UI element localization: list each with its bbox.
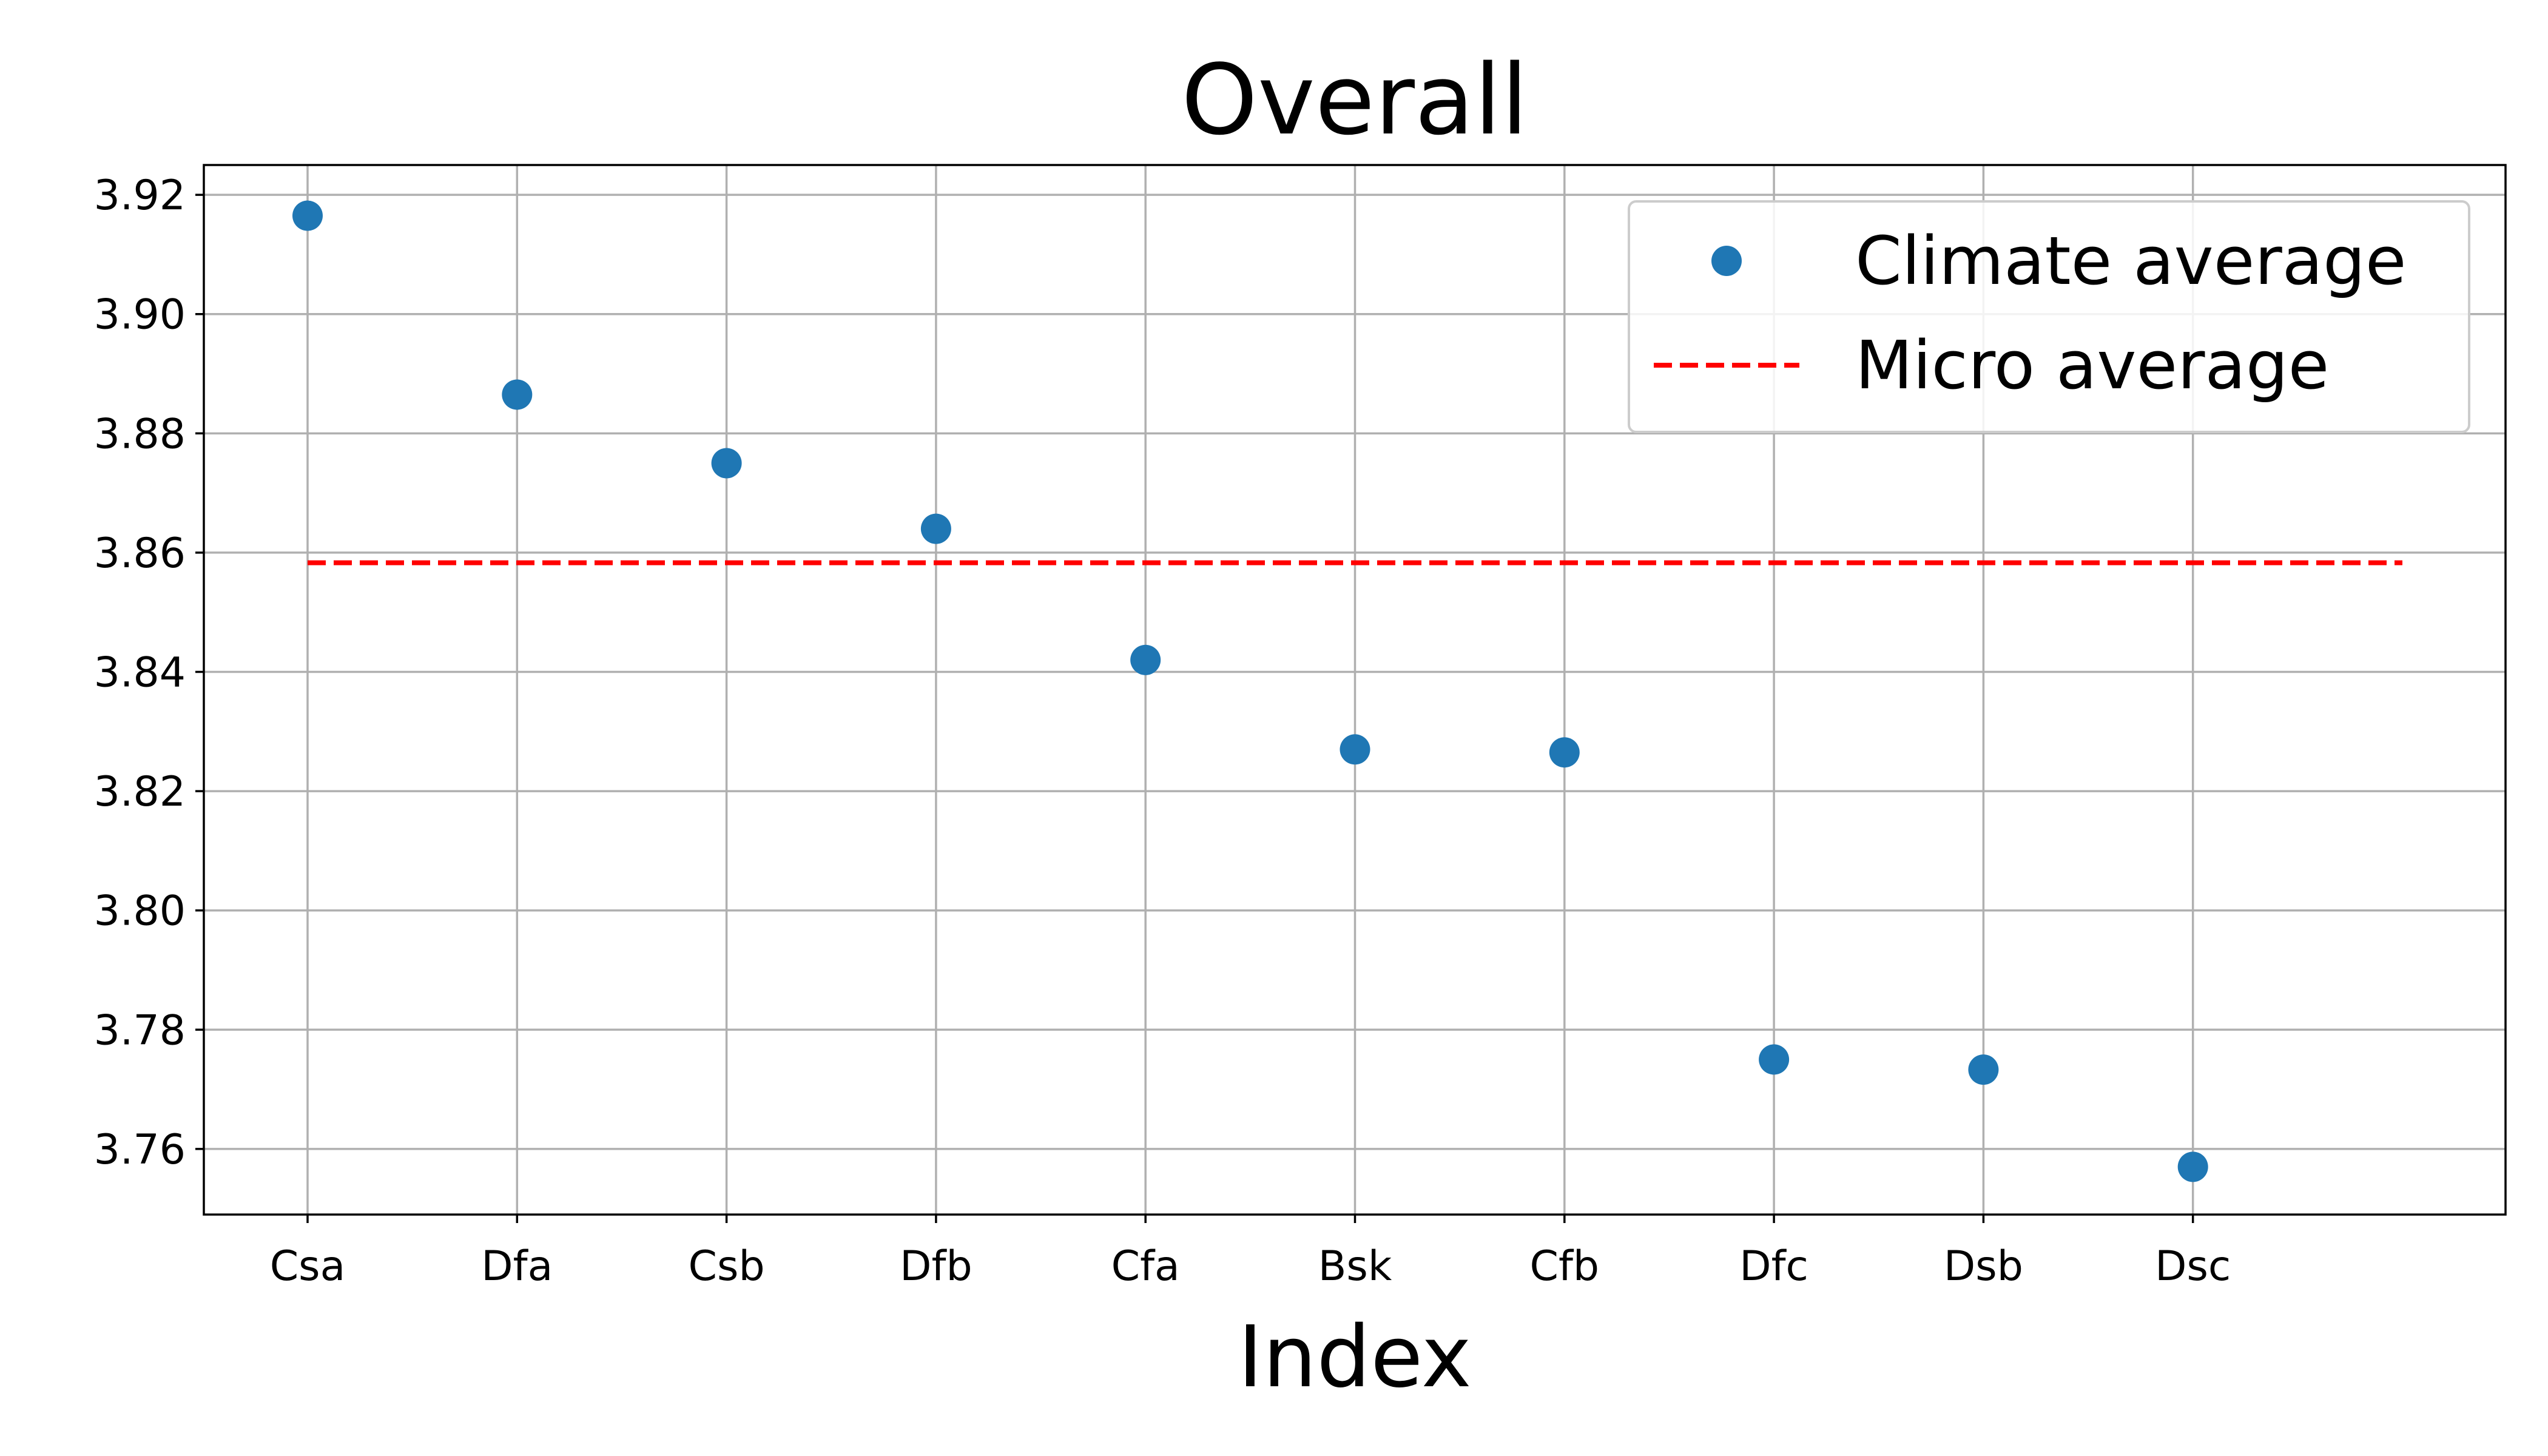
climate-average-point xyxy=(1130,644,1161,675)
climate-average-point xyxy=(920,513,951,544)
x-tick-label: Cfb xyxy=(1530,1242,1600,1290)
x-tick-label: Dfc xyxy=(1739,1242,1808,1290)
x-tick-label: Dsb xyxy=(1944,1242,2023,1290)
climate-average-point xyxy=(292,200,323,231)
climate-average-point xyxy=(711,448,742,479)
climate-average-point xyxy=(1759,1044,1790,1075)
plot-series xyxy=(292,200,2402,1182)
axis-ticks: Csa Dfa Csb Dfb Cfa Bsk Cfb Dfc Dsb Dsc 3.76 3.78 3.… xyxy=(94,172,2231,1290)
y-tick-label: 3.92 xyxy=(94,172,186,220)
legend-label-climate-average: Climate average xyxy=(1855,222,2407,300)
x-tick-label: Bsk xyxy=(1318,1242,1392,1290)
y-tick-label: 3.80 xyxy=(94,888,186,935)
climate-average-point xyxy=(1968,1054,1999,1085)
climate-average-point xyxy=(2177,1151,2208,1182)
x-tick-label: Csa xyxy=(270,1242,346,1290)
y-tick-label: 3.84 xyxy=(94,649,186,697)
x-tick-label: Cfa xyxy=(1111,1242,1180,1290)
x-tick-label: Dfb xyxy=(900,1242,972,1290)
climate-average-point xyxy=(1340,734,1370,765)
x-tick-label: Dfa xyxy=(481,1242,553,1290)
y-tick-label: 3.78 xyxy=(94,1006,186,1054)
climate-average-point xyxy=(1549,737,1580,768)
legend-label-micro-average: Micro average xyxy=(1855,326,2329,404)
x-axis-title: Index xyxy=(1238,1308,1471,1407)
chart-title: Overall xyxy=(1181,43,1528,157)
climate-average-point xyxy=(502,379,533,410)
x-tick-label: Csb xyxy=(689,1242,765,1290)
legend-box xyxy=(1628,200,2470,433)
y-tick-label: 3.88 xyxy=(94,410,186,458)
legend: Climate average Micro average xyxy=(1628,200,2470,433)
legend-marker-climate-average xyxy=(1711,246,1742,276)
x-tick-label: Dsc xyxy=(2155,1242,2231,1290)
y-tick-label: 3.90 xyxy=(94,291,186,339)
y-tick-label: 3.86 xyxy=(94,530,186,578)
y-tick-label: 3.82 xyxy=(94,768,186,816)
y-tick-label: 3.76 xyxy=(94,1126,186,1174)
